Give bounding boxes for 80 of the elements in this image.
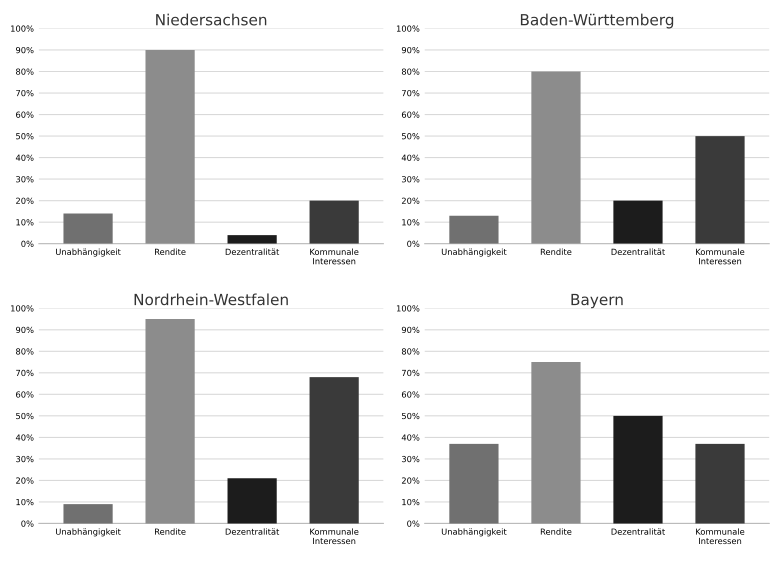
x-tick-label: Dezentralität [226,528,280,535]
bar [531,71,581,244]
bar [145,319,195,524]
bar [63,214,113,244]
y-tick-label: 40% [402,154,420,161]
x-tick-label: Unabhängigkeit [442,528,507,536]
y-tick-label: 100% [11,25,34,32]
y-tick-label: 10% [16,219,34,226]
y-tick-label: 10% [402,219,420,226]
y-tick-label: 70% [402,90,420,96]
x-tick-label: Kommunale Interessen [310,528,358,544]
y-tick-label: 90% [402,326,420,334]
y-tick-label: 50% [16,412,34,420]
bar [310,200,359,244]
y-tick-label: 60% [16,391,34,398]
y-tick-label: 50% [16,133,34,140]
y-tick-label: 10% [402,498,420,506]
bar [449,216,499,244]
bar [145,50,195,244]
y-tick-label: 70% [16,370,34,376]
y-tick-label: 100% [396,305,420,312]
x-tick-label: Kommunale Interessen [310,248,358,264]
y-tick-label: 60% [16,112,34,118]
y-tick-label: 70% [16,90,34,96]
bar [613,416,663,524]
y-tick-label: 80% [16,348,34,355]
chart-title: Niedersachsen [156,14,266,26]
y-tick-label: 90% [402,46,420,54]
x-tick-label: Rendite [540,248,572,255]
chart-title: Nordrhein-Westfalen [134,293,288,306]
y-tick-label: 40% [402,434,420,441]
x-tick-label: Unabhängigkeit [442,248,507,257]
y-tick-label: 50% [402,412,420,420]
x-tick-label: Unabhängigkeit [56,248,121,257]
bar [449,444,499,524]
y-tick-label: 80% [16,68,34,75]
y-tick-label: 0% [407,240,420,247]
y-tick-label: 40% [16,154,34,161]
x-tick-label: Kommunale Interessen [696,528,744,544]
bar [228,478,277,524]
y-tick-label: 30% [402,176,420,182]
x-tick-label: Unabhängigkeit [56,528,121,536]
y-tick-label: 0% [407,520,420,527]
y-tick-label: 40% [16,434,34,441]
x-tick-label: Dezentralität [612,528,665,535]
x-tick-label: Dezentralität [226,248,280,255]
y-tick-label: 70% [402,370,420,376]
y-tick-label: 80% [402,68,420,75]
bar [695,444,745,524]
y-tick-label: 50% [402,133,420,140]
y-tick-label: 20% [402,198,420,204]
bar [310,377,359,524]
y-tick-label: 10% [16,498,34,506]
x-tick-label: Dezentralität [612,248,665,255]
x-tick-label: Rendite [155,248,186,255]
x-tick-label: Rendite [540,528,572,535]
bar [613,200,663,244]
y-tick-label: 30% [16,176,34,182]
x-tick-label: Rendite [155,528,186,535]
bar [531,362,581,524]
y-tick-label: 90% [16,46,34,54]
y-tick-label: 30% [16,456,34,462]
y-tick-label: 20% [16,477,34,484]
y-tick-label: 60% [402,112,420,118]
bar [228,235,277,244]
y-tick-label: 100% [396,25,420,32]
chart-title: Bayern [571,294,623,308]
y-tick-label: 90% [16,326,34,334]
x-tick-label: Kommunale Interessen [696,248,744,264]
bar [695,136,745,244]
chart-title: Baden-Württemberg [520,14,674,28]
y-tick-label: 20% [16,198,34,204]
y-tick-label: 80% [402,348,420,355]
y-tick-label: 100% [11,305,34,312]
y-tick-label: 0% [21,240,34,247]
bar [63,504,113,524]
y-tick-label: 0% [21,520,34,527]
y-tick-label: 30% [402,456,420,462]
y-tick-label: 20% [402,477,420,484]
y-tick-label: 60% [402,391,420,398]
